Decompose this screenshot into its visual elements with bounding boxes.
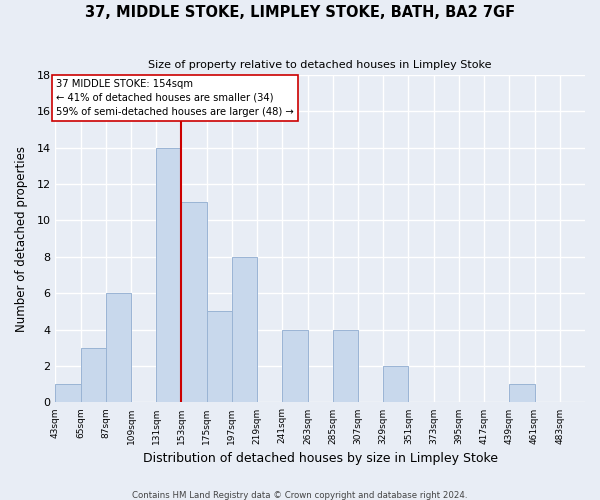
Title: Size of property relative to detached houses in Limpley Stoke: Size of property relative to detached ho… <box>148 60 492 70</box>
Text: 37, MIDDLE STOKE, LIMPLEY STOKE, BATH, BA2 7GF: 37, MIDDLE STOKE, LIMPLEY STOKE, BATH, B… <box>85 5 515 20</box>
Text: 37 MIDDLE STOKE: 154sqm
← 41% of detached houses are smaller (34)
59% of semi-de: 37 MIDDLE STOKE: 154sqm ← 41% of detache… <box>56 78 294 116</box>
Bar <box>106 294 131 403</box>
X-axis label: Distribution of detached houses by size in Limpley Stoke: Distribution of detached houses by size … <box>143 452 497 465</box>
Bar <box>181 202 206 402</box>
Bar <box>55 384 80 402</box>
Bar <box>80 348 106 403</box>
Bar <box>156 148 181 402</box>
Bar <box>232 257 257 402</box>
Bar <box>206 312 232 402</box>
Bar <box>333 330 358 402</box>
Y-axis label: Number of detached properties: Number of detached properties <box>15 146 28 332</box>
Bar <box>383 366 409 403</box>
Bar <box>509 384 535 402</box>
Text: Contains HM Land Registry data © Crown copyright and database right 2024.: Contains HM Land Registry data © Crown c… <box>132 490 468 500</box>
Bar <box>283 330 308 402</box>
